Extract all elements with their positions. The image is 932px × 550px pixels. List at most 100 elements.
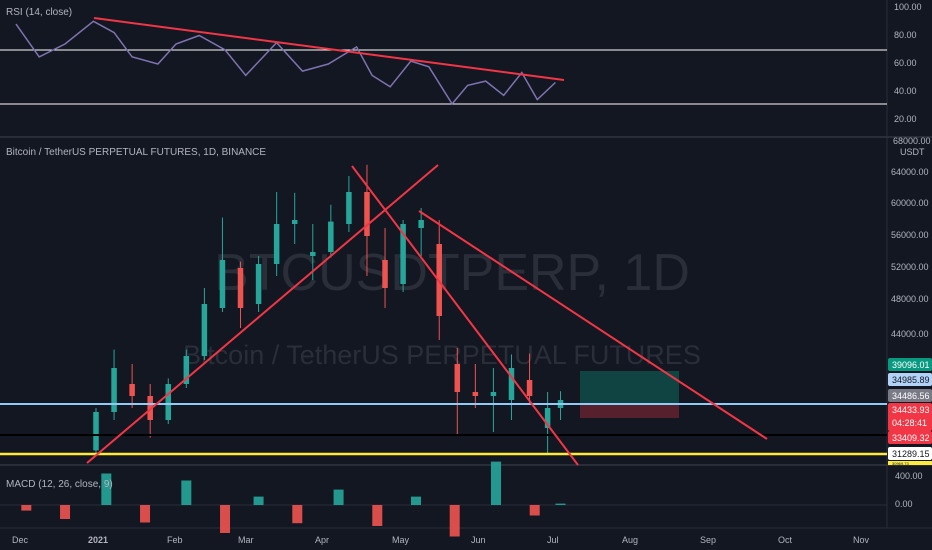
macd-bar-positive — [555, 503, 566, 505]
rsi-tick-20: 20.00 — [894, 114, 917, 124]
price-tag-bg — [888, 358, 932, 371]
macd-bar-positive — [253, 496, 264, 505]
macd-bar-positive — [491, 461, 501, 505]
watermark-symbol: BTCUSDTPERP, 1D — [214, 244, 690, 302]
candle-down — [129, 384, 135, 396]
candle-up — [346, 192, 352, 224]
candle-down — [147, 396, 153, 420]
price-tag-last-price: 34433.93 04:28:41 — [888, 403, 932, 431]
price-axis: 68000.00 USDT 64000.00 60000.00 56000.00… — [891, 136, 931, 339]
candle-up — [165, 384, 172, 420]
candle-up — [490, 392, 497, 396]
time-label-sep: Sep — [700, 535, 716, 545]
candle-up — [508, 368, 515, 400]
position-loss-zone[interactable] — [580, 405, 679, 418]
time-label-nov: Nov — [853, 535, 870, 545]
rsi-tick-80: 80.00 — [894, 30, 917, 40]
macd-bar-positive — [411, 496, 421, 505]
price-tag-ask-low: 33409.32 — [888, 431, 932, 444]
candle-down — [382, 260, 388, 288]
time-label-apr: Apr — [315, 535, 329, 545]
time-label-mar: Mar — [238, 535, 254, 545]
time-label-feb: Feb — [167, 535, 183, 545]
time-label-may: May — [392, 535, 410, 545]
macd-tick-0: 0.00 — [895, 499, 913, 509]
price-tag-text: 34985.89 — [892, 375, 930, 385]
rsi-tick-40: 40.00 — [894, 86, 917, 96]
candle-up — [201, 304, 208, 356]
rsi-panel[interactable]: RSI (14, close) 100.00 80.00 60.00 40.00… — [0, 2, 922, 124]
price-tag-bg — [888, 461, 932, 465]
macd-bar-negative — [60, 505, 71, 519]
rsi-tick-100: 100.00 — [894, 2, 922, 12]
price-tick-68000: 68000.00 — [893, 136, 931, 146]
price-tag-bg — [888, 431, 932, 444]
downtrend-line-shallow[interactable] — [418, 210, 768, 440]
symbol-title: Bitcoin / TetherUS PERPETUAL FUTURES, 1D… — [6, 147, 266, 158]
candle-up — [400, 224, 406, 284]
candle-down — [364, 192, 370, 236]
candle-up — [328, 221, 334, 252]
downtrend-line-steep[interactable] — [351, 165, 579, 466]
time-label-jun: Jun — [471, 535, 486, 545]
candle-up — [219, 260, 226, 308]
price-panel[interactable]: Bitcoin / TetherUS PERPETUAL FUTURES, 1D… — [0, 136, 932, 466]
candle-up — [183, 356, 190, 384]
price-tag-bg — [888, 389, 932, 402]
macd-tick-400: 400.00 — [895, 471, 923, 481]
macd-label: MACD (12, 26, close, 9) — [6, 479, 113, 490]
position-profit-zone[interactable] — [580, 371, 679, 405]
candle-up — [93, 412, 99, 451]
price-tick-48000: 48000.00 — [891, 294, 929, 304]
price-tick-56000: 56000.00 — [891, 230, 929, 240]
time-label-2021: 2021 — [88, 535, 108, 545]
macd-bar-negative — [220, 505, 231, 533]
price-tag-text: 31289.15 — [892, 449, 930, 459]
macd-bar-negative — [292, 505, 303, 524]
price-tag-support: 31289.15 — [888, 447, 932, 460]
price-tag-bg — [888, 373, 932, 386]
candle-down — [472, 392, 479, 396]
price-tag-bid-high: 39096.01 — [888, 358, 932, 371]
candle-up — [310, 252, 316, 256]
candle-up — [111, 368, 117, 412]
currency-label: USDT — [900, 147, 925, 157]
macd-bar-negative — [372, 505, 383, 526]
candle-up — [544, 408, 551, 428]
candle-up — [418, 220, 424, 228]
price-tag-mid: 34486.56 — [888, 389, 932, 402]
price-tag-yellow-level: 30969.73 — [888, 461, 932, 466]
price-tag-alert-level: 34985.89 — [888, 373, 932, 386]
rsi-label: RSI (14, close) — [6, 7, 72, 18]
macd-panel[interactable]: MACD (12, 26, close, 9) 400.00 0.00 — [0, 461, 923, 537]
rsi-line — [15, 20, 556, 106]
rsi-trendline[interactable] — [93, 17, 565, 81]
macd-bar-negative — [21, 505, 32, 511]
price-tags: 39096.01 34985.89 34486.56 34433.93 04:28… — [888, 358, 932, 466]
macd-histogram — [21, 461, 566, 537]
time-axis[interactable]: Dec 2021 Feb Mar Apr May Jun Jul Aug Sep… — [12, 535, 870, 545]
rsi-tick-60: 60.00 — [894, 58, 917, 68]
bar-countdown: 04:28:41 — [892, 418, 927, 428]
macd-bar-negative — [140, 505, 151, 523]
watermark-name: Bitcoin / TetherUS PERPETUAL FUTURES — [183, 340, 701, 370]
candle-up — [255, 264, 262, 304]
time-label-aug: Aug — [622, 535, 638, 545]
candle-down — [454, 364, 461, 392]
price-tag-text: 34433.93 — [892, 405, 930, 415]
macd-bar-positive — [101, 473, 112, 505]
time-label-oct: Oct — [778, 535, 793, 545]
time-label-jul: Jul — [547, 535, 559, 545]
price-tick-44000: 44000.00 — [891, 329, 929, 339]
price-tick-60000: 60000.00 — [891, 198, 929, 208]
time-label-dec: Dec — [12, 535, 29, 545]
candle-up — [273, 224, 280, 264]
price-tag-text: 33409.32 — [892, 433, 930, 443]
price-tag-text: 30969.73 — [892, 461, 909, 466]
uptrend-line[interactable] — [86, 164, 439, 464]
candle-down — [526, 380, 533, 396]
price-tag-text: 39096.01 — [892, 360, 930, 370]
price-tag-bg — [888, 403, 932, 431]
